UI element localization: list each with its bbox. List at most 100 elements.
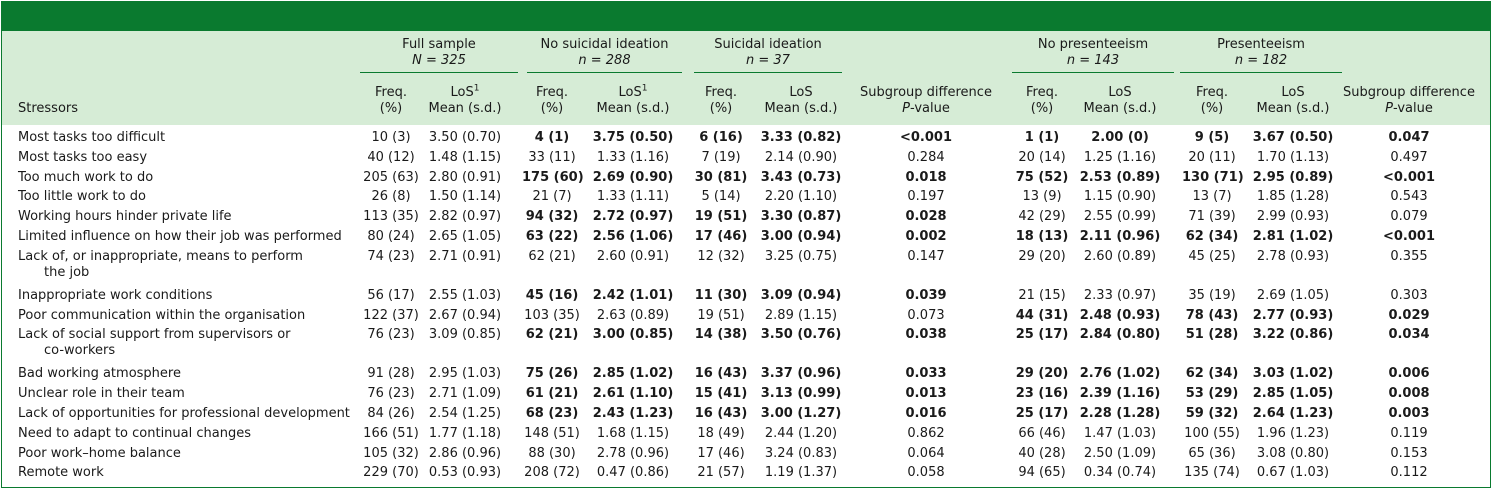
group-title: Full sample [402, 37, 476, 52]
table-cell: 1.70 (1.13) [1256, 149, 1330, 165]
table-cell: 3.30 (0.87) [760, 209, 842, 225]
table-cell: 59 (32) [1185, 406, 1239, 421]
los-header-text: LoS [1108, 85, 1132, 100]
freq-header-pct: (%) [379, 101, 403, 116]
table-cell: 20 (11) [1188, 149, 1236, 165]
table-cell: 3.08 (0.80) [1256, 445, 1330, 461]
table-cell: 2.71 (0.91) [428, 248, 502, 264]
table-row: Too much work to do 205 (63) 2.80 (0.91) 17… [2, 168, 1492, 188]
table-cell: 0.355 [1390, 248, 1428, 264]
table-cell: 2.99 (0.93) [1256, 209, 1330, 225]
table-cell: 2.20 (1.10) [764, 189, 838, 205]
table-cell: 91 (28) [367, 366, 415, 382]
table-row: Poor work–home balance 105 (32) 2.86 (0.96… [2, 444, 1492, 464]
table-cell: 71 (39) [1188, 209, 1236, 225]
table-cell: 0.047 [1388, 130, 1430, 145]
los-header-mean: Mean (s.d.) [596, 101, 670, 116]
table-cell: 1.50 (1.14) [428, 189, 502, 205]
stressor-label: Inappropriate work conditions [18, 287, 213, 303]
table-cell: 148 (51) [524, 425, 580, 441]
table-title-bar [2, 2, 1490, 31]
table-cell: 0.006 [1388, 366, 1430, 382]
los-header: LoS [1245, 85, 1341, 101]
table-cell: 1.33 (1.16) [596, 149, 670, 165]
table-cell: 2.82 (0.97) [428, 209, 502, 225]
table-cell: 2.00 (0) [1091, 130, 1149, 145]
table-cell: 61 (21) [525, 386, 579, 402]
stressor-label: Lack of social support from supervisors … [18, 327, 291, 343]
table-cell: 1.19 (1.37) [764, 465, 838, 481]
table-cell: 0.197 [907, 189, 945, 205]
table-cell: 2.81 (1.02) [1252, 229, 1334, 244]
table-cell: 94 (65) [1018, 465, 1066, 481]
table-cell: 2.67 (0.94) [428, 307, 502, 323]
table-cell: 0.47 (0.86) [596, 465, 670, 481]
table-cell: 7 (19) [701, 149, 741, 165]
table-cell: 2.72 (0.97) [592, 209, 674, 225]
table-cell: 1.68 (1.15) [596, 425, 670, 441]
freq-header-pct: (%) [1200, 101, 1224, 116]
table-cell: 0.038 [905, 327, 947, 343]
table-cell: 21 (7) [532, 189, 572, 205]
stressor-label-cont: co-workers [44, 343, 116, 359]
stressor-label: Remote work [18, 465, 104, 481]
los-header-mean: Mean (s.d.) [1256, 101, 1330, 116]
group-n: n = 37 [746, 53, 790, 68]
table-cell: 2.64 (1.23) [1252, 406, 1334, 421]
table-cell: 13 (9) [1022, 189, 1062, 205]
table-cell: 2.28 (1.28) [1079, 406, 1161, 421]
table-cell: 0.034 [1388, 327, 1430, 343]
table-cell: 80 (24) [367, 229, 415, 244]
table-cell: 2.71 (1.09) [428, 386, 502, 402]
table-cell: 0.028 [905, 209, 947, 225]
table-row: Poor communication within the organisati… [2, 306, 1492, 326]
table-cell: 1.96 (1.23) [1256, 425, 1330, 441]
table-row: Too little work to do 26 (8) 1.50 (1.14) 21… [2, 187, 1492, 207]
table-cell: 13 (7) [1192, 189, 1232, 205]
table-cell: 30 (81) [694, 169, 748, 185]
table-cell: 1.85 (1.28) [1256, 189, 1330, 205]
table-cell: 56 (17) [367, 287, 415, 303]
table-cell: 17 (46) [694, 229, 748, 244]
table-cell: <0.001 [899, 130, 952, 145]
table-cell: 2.76 (1.02) [1079, 366, 1161, 382]
table-cell: 62 (34) [1185, 366, 1239, 382]
table-cell: 76 (23) [367, 386, 415, 402]
los-header: LoS [1072, 85, 1168, 101]
table-cell: 0.002 [905, 229, 947, 244]
subgroup-diff-pvalue: P-value [1329, 101, 1489, 117]
table-cell: 15 (41) [694, 386, 748, 402]
table-cell: 2.84 (0.80) [1079, 327, 1161, 343]
table-cell: <0.001 [1382, 169, 1435, 185]
table-cell: 2.14 (0.90) [764, 149, 838, 165]
table-cell: 3.67 (0.50) [1252, 130, 1334, 145]
table-cell: 94 (32) [525, 209, 579, 225]
p-value-suffix: -value [909, 101, 950, 116]
table-cell: 0.039 [905, 287, 947, 303]
table-cell: 3.13 (0.99) [760, 386, 842, 402]
table-cell: 10 (3) [371, 130, 411, 145]
stressor-label: Lack of opportunities for professional d… [18, 406, 350, 421]
table-cell: 21 (57) [697, 465, 745, 481]
table-cell: 135 (74) [1184, 465, 1240, 481]
table-cell: 166 (51) [363, 425, 419, 441]
stressor-label: Most tasks too difficult [18, 130, 166, 145]
table-cell: 122 (37) [363, 307, 419, 323]
table-cell: 0.013 [905, 386, 947, 402]
subgroup-diff-header: Subgroup difference [1343, 85, 1475, 100]
group-n: n = 143 [1066, 53, 1120, 68]
los-header-mean: Mean (s.d.) [428, 101, 502, 116]
table-cell: 9 (5) [1194, 130, 1230, 145]
table-cell: 20 (14) [1018, 149, 1066, 165]
table-cell: 0.003 [1388, 406, 1430, 421]
table-cell: 0.284 [907, 149, 945, 165]
table-cell: 0.079 [1390, 209, 1428, 225]
table-cell: 2.50 (1.09) [1083, 445, 1157, 461]
subgroup-diff-header: Subgroup difference [860, 85, 992, 100]
table-cell: 63 (22) [525, 229, 579, 244]
table-cell: 35 (19) [1188, 287, 1236, 303]
table-cell: 51 (28) [1185, 327, 1239, 343]
table-cell: 0.073 [907, 307, 945, 323]
table-cell: 0.058 [907, 465, 945, 481]
table-cell: 66 (46) [1018, 425, 1066, 441]
